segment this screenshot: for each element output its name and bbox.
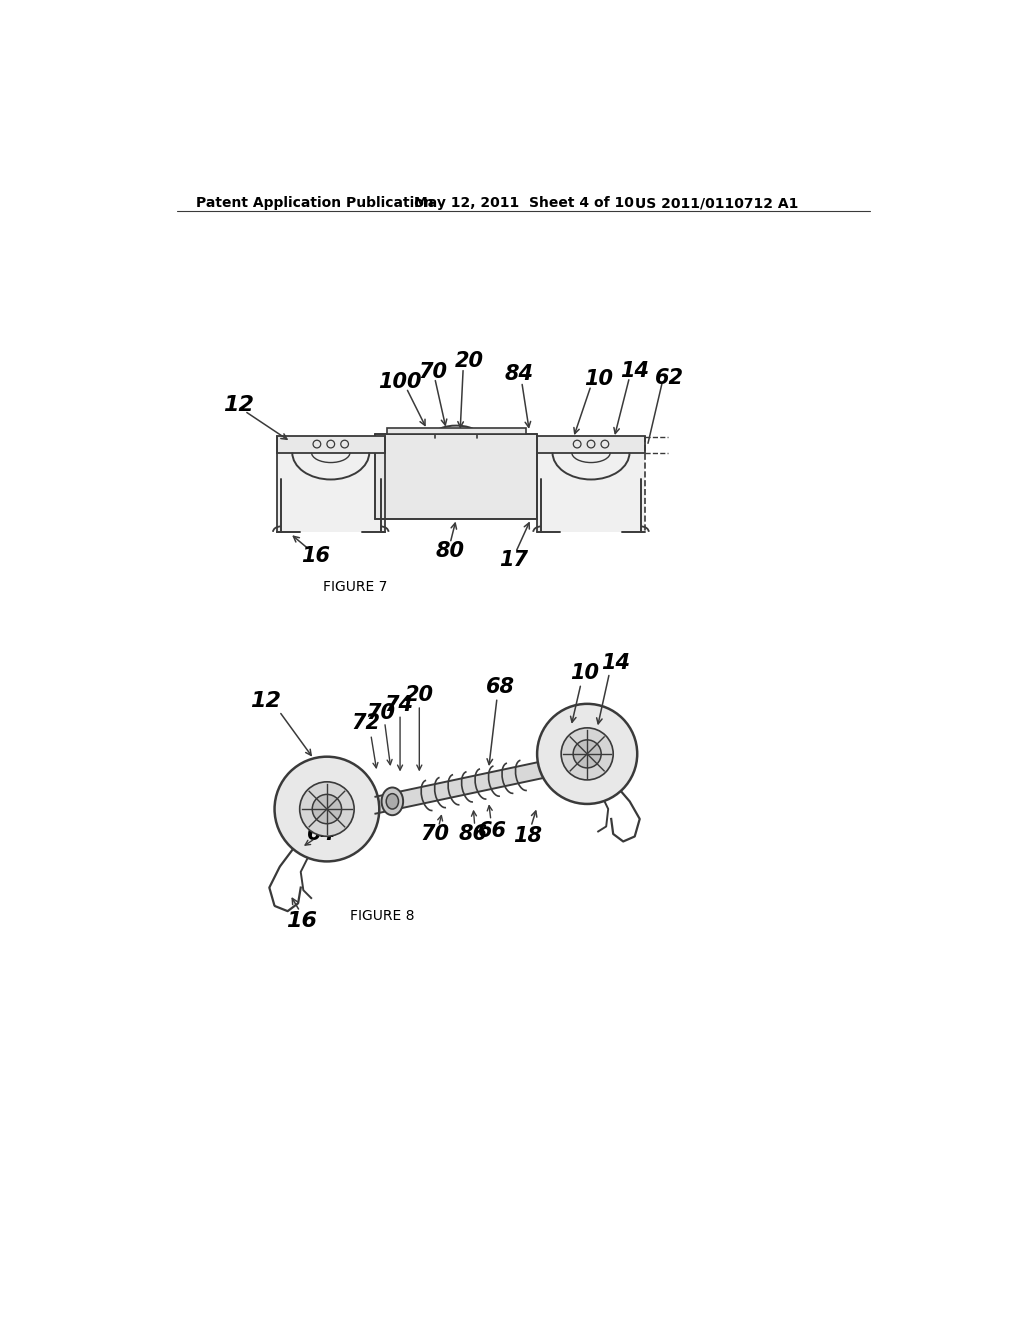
Polygon shape xyxy=(376,750,599,813)
Ellipse shape xyxy=(386,793,398,809)
Bar xyxy=(538,436,645,453)
Text: 16: 16 xyxy=(286,911,317,931)
Text: 72: 72 xyxy=(351,713,380,733)
Circle shape xyxy=(300,781,354,837)
Circle shape xyxy=(312,795,342,824)
Circle shape xyxy=(538,704,637,804)
Text: Patent Application Publication: Patent Application Publication xyxy=(196,197,434,210)
Text: 16: 16 xyxy=(301,545,330,566)
Text: 80: 80 xyxy=(435,541,465,561)
Bar xyxy=(387,428,525,434)
Text: 20: 20 xyxy=(404,685,434,705)
Text: 12: 12 xyxy=(223,395,254,414)
Bar xyxy=(538,436,645,532)
Circle shape xyxy=(561,727,613,780)
Text: 14: 14 xyxy=(621,360,649,381)
Text: FIGURE 8: FIGURE 8 xyxy=(350,909,415,923)
Ellipse shape xyxy=(382,788,403,816)
Text: 17: 17 xyxy=(499,550,527,570)
Text: 18: 18 xyxy=(513,826,542,846)
Text: 70: 70 xyxy=(420,824,450,843)
Text: 14: 14 xyxy=(601,653,630,673)
Bar xyxy=(276,436,385,532)
Circle shape xyxy=(573,741,601,768)
Text: 64: 64 xyxy=(307,824,336,843)
Bar xyxy=(276,436,385,453)
Bar xyxy=(376,434,538,519)
Text: 70: 70 xyxy=(419,362,447,381)
Text: 66: 66 xyxy=(478,821,507,841)
Text: 20: 20 xyxy=(455,351,484,371)
Text: 68: 68 xyxy=(485,677,515,697)
Text: FIGURE 7: FIGURE 7 xyxy=(323,581,387,594)
Text: 86: 86 xyxy=(459,825,487,845)
Text: 74: 74 xyxy=(384,696,413,715)
Text: 100: 100 xyxy=(378,372,422,392)
Text: 10: 10 xyxy=(585,368,613,388)
Text: US 2011/0110712 A1: US 2011/0110712 A1 xyxy=(635,197,799,210)
Text: 12: 12 xyxy=(250,692,281,711)
Text: 62: 62 xyxy=(655,368,684,388)
Text: 10: 10 xyxy=(570,663,599,682)
Text: 84: 84 xyxy=(505,364,534,384)
Text: May 12, 2011  Sheet 4 of 10: May 12, 2011 Sheet 4 of 10 xyxy=(414,197,634,210)
Text: 70: 70 xyxy=(367,702,395,723)
Circle shape xyxy=(274,756,379,862)
